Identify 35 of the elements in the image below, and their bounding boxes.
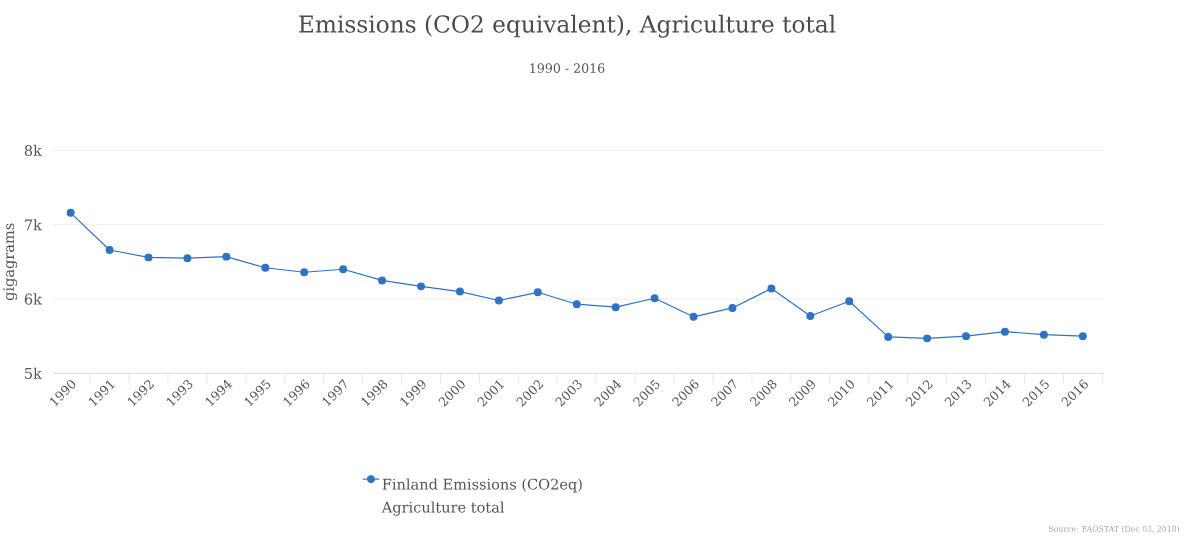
- y-tick-label: 7k: [25, 219, 42, 231]
- point: [494, 296, 503, 305]
- point: [572, 300, 581, 309]
- point: [650, 294, 659, 303]
- point: [845, 297, 854, 306]
- point: [533, 288, 542, 297]
- point: [261, 263, 270, 272]
- point: [1078, 332, 1087, 340]
- legend-label: Finland Emissions (CO2eq) Agriculture total: [381, 478, 582, 516]
- point: [884, 332, 893, 341]
- point: [300, 268, 309, 277]
- point: [183, 254, 192, 262]
- y-axis-title: gigagrams: [3, 223, 18, 301]
- chart-subtitle: 1990 - 2016: [530, 63, 605, 73]
- point: [923, 334, 932, 343]
- point: [455, 287, 464, 296]
- point: [105, 245, 114, 254]
- point: [1039, 330, 1048, 339]
- point: [378, 276, 387, 285]
- chart-title: Emissions (CO2 equivalent), Agriculture total: [299, 14, 836, 38]
- y-tick-label: 5k: [25, 367, 42, 379]
- point: [962, 332, 971, 340]
- point: [222, 252, 231, 261]
- point: [689, 312, 698, 321]
- point: [806, 311, 815, 320]
- point: [1001, 327, 1009, 336]
- point: [767, 284, 776, 293]
- point: [417, 282, 425, 291]
- point: [339, 265, 348, 274]
- y-tick-label: 6k: [24, 293, 42, 305]
- point: [144, 253, 153, 262]
- point: [66, 208, 75, 217]
- point: [611, 303, 620, 312]
- point: [728, 303, 737, 312]
- y-tick-label: 8k: [24, 144, 42, 156]
